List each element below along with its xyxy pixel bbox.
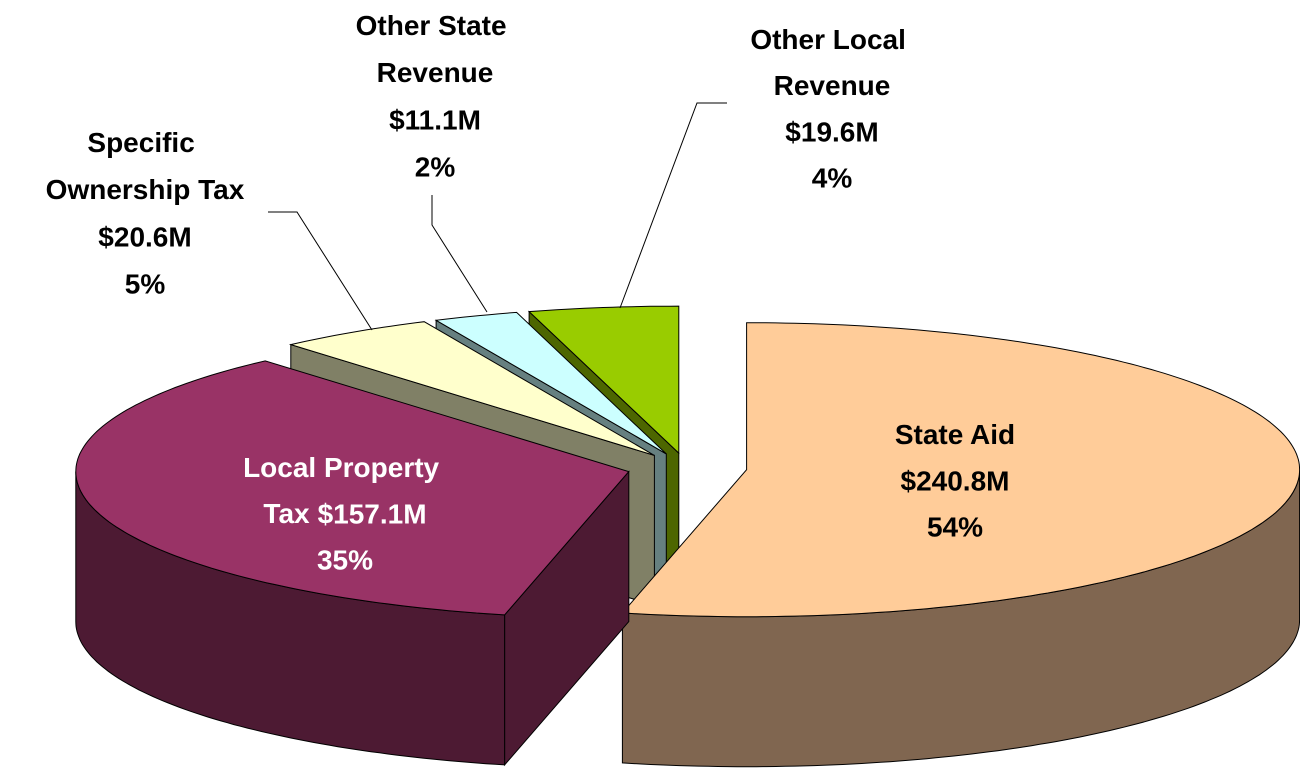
leader-line — [431, 195, 488, 313]
slice — [621, 322, 1300, 618]
slice — [434, 311, 667, 455]
value-label: $19.6M — [785, 116, 878, 147]
percent-label: 35% — [317, 544, 373, 575]
slice-label: Specific Ownership Tax — [46, 127, 245, 205]
label-line: Revenue — [377, 57, 494, 88]
percent-label: 4% — [812, 162, 853, 193]
label-line: Ownership Tax — [46, 174, 245, 205]
slice-label: Other State Revenue — [356, 10, 515, 88]
label-line: Local Property — [243, 452, 447, 483]
slice — [527, 305, 680, 455]
value-label: $20.6M — [98, 221, 191, 252]
percent-label: 54% — [927, 511, 983, 542]
leader-line — [268, 211, 373, 331]
slice — [288, 321, 655, 456]
label-line: Tax — [263, 498, 310, 529]
percent-label: 2% — [415, 151, 456, 182]
value-label: $240.8M — [901, 465, 1010, 496]
percent-label: 5% — [125, 268, 166, 299]
pie — [75, 305, 1300, 768]
label-line: Revenue — [774, 70, 891, 101]
value-label: $11.1M — [389, 104, 481, 135]
value-label: $157.1M — [318, 498, 427, 529]
leader-line — [619, 102, 727, 309]
slice-label: Other Local Revenue — [750, 24, 913, 101]
slice-label: Local Property Tax — [243, 452, 447, 529]
label-line: Specific — [87, 127, 202, 158]
label-line: Other State — [356, 10, 515, 41]
slice-label: State Aid — [895, 419, 1015, 450]
label-line: State Aid — [895, 419, 1015, 450]
slice — [75, 360, 630, 616]
label-line: Other Local — [750, 24, 913, 55]
